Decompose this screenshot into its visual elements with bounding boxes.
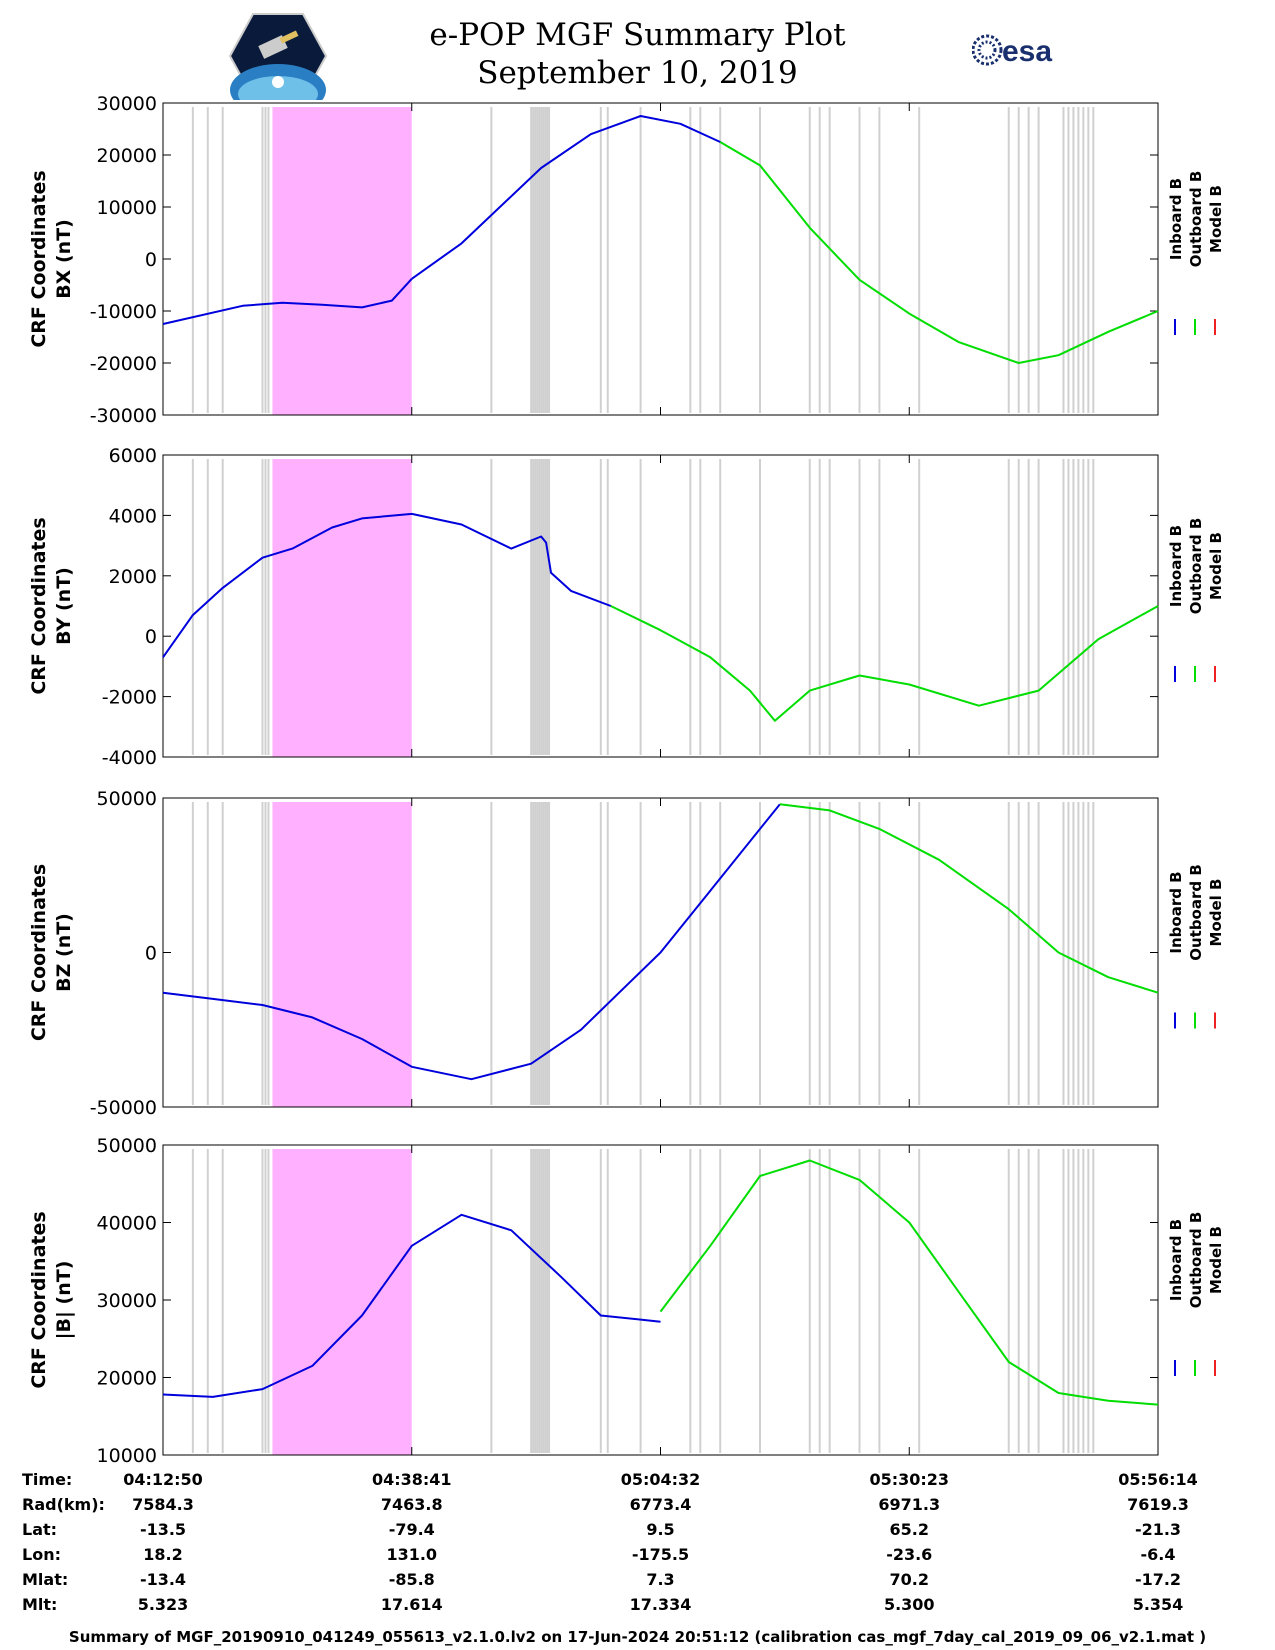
y-tick-label: 10000 (97, 197, 157, 219)
legend-label: Model B (1207, 879, 1225, 947)
y-axis-label: CRF Coordinates (28, 864, 50, 1041)
ephemeris-value: -175.5 (631, 1545, 690, 1564)
y-tick-label: -50000 (90, 1097, 157, 1119)
ephemeris-value: 7.3 (646, 1570, 675, 1589)
y-tick-label: 50000 (97, 1135, 157, 1157)
y-tick-label: -20000 (90, 353, 157, 375)
legend-label: Outboard B (1187, 518, 1205, 615)
legend-label: Inboard B (1167, 1219, 1185, 1301)
ephemeris-row-label: Lon: (22, 1545, 61, 1564)
ephemeris-value: -17.2 (1134, 1570, 1182, 1589)
page-subtitle: September 10, 2019 (477, 55, 798, 91)
ephemeris-row-label: Lat: (22, 1520, 58, 1539)
highlight-region (272, 802, 412, 1107)
ephemeris-value: -21.3 (1134, 1520, 1182, 1539)
ephemeris-value: 04:12:50 (123, 1470, 203, 1489)
y-axis-label: CRF Coordinates (28, 170, 50, 347)
legend-label: Inboard B (1167, 871, 1185, 953)
legend-label: Model B (1207, 1226, 1225, 1294)
series-line (610, 605, 1159, 722)
ephemeris-value: -6.4 (1140, 1545, 1176, 1564)
ephemeris-value: 7619.3 (1127, 1495, 1189, 1514)
y-tick-label: 2000 (109, 566, 157, 588)
ephemeris-value: 18.2 (143, 1545, 183, 1564)
y-tick-label: 0 (145, 249, 157, 271)
y-axis-label: BZ (nT) (53, 913, 75, 992)
series-line (162, 278, 413, 325)
ephemeris-row-label: Mlt: (22, 1595, 58, 1614)
ephemeris-value: 05:30:23 (869, 1470, 950, 1489)
ephemeris-value: 131.0 (386, 1545, 438, 1564)
ephemeris-value: -13.4 (139, 1570, 187, 1589)
series-line (162, 512, 612, 658)
ephemeris-value: -23.6 (886, 1545, 933, 1564)
ephemeris-value: 6971.3 (878, 1495, 941, 1514)
ephemeris-value: 6773.4 (629, 1495, 692, 1514)
ephemeris-value: 70.2 (889, 1570, 929, 1589)
y-tick-label: 30000 (97, 1290, 157, 1312)
ephemeris-row-label: Time: (22, 1470, 73, 1489)
y-tick-label: 0 (145, 943, 157, 965)
ephemeris-value: 05:56:14 (1118, 1470, 1198, 1489)
ephemeris-value: 05:04:32 (620, 1470, 701, 1489)
y-tick-label: 30000 (97, 93, 157, 115)
series-line (162, 1213, 661, 1398)
y-tick-label: 50000 (97, 788, 157, 810)
y-axis-label: CRF Coordinates (28, 517, 50, 694)
series-line (411, 115, 721, 280)
y-tick-label: 20000 (97, 1368, 157, 1390)
y-tick-label: 0 (145, 626, 157, 648)
ephemeris-value: 5.354 (1132, 1595, 1184, 1614)
y-axis-label: |B| (nT) (53, 1261, 75, 1340)
y-tick-label: 20000 (97, 145, 157, 167)
ephemeris-value: 5.300 (883, 1595, 935, 1614)
y-tick-label: -30000 (90, 405, 157, 427)
legend-label: Inboard B (1167, 178, 1185, 260)
series-line (779, 803, 1159, 994)
y-axis-label: BX (nT) (53, 219, 75, 299)
ephemeris-row-label: Mlat: (22, 1570, 69, 1589)
y-tick-label: 4000 (109, 505, 157, 527)
highlight-region (272, 1149, 412, 1455)
highlight-region (272, 107, 412, 415)
series-line (162, 803, 781, 1081)
legend-label: Inboard B (1167, 525, 1185, 607)
ephemeris-value: 9.5 (646, 1520, 675, 1539)
highlight-region (272, 459, 412, 757)
cassiope-logo (228, 13, 328, 100)
series-line (659, 1159, 1159, 1406)
legend-label: Outboard B (1187, 864, 1205, 961)
page-title: e-POP MGF Summary Plot (429, 17, 846, 53)
ephemeris-value: 7584.3 (132, 1495, 194, 1514)
ephemeris-value: 65.2 (889, 1520, 929, 1539)
y-tick-label: -4000 (102, 747, 157, 769)
y-axis-label: BY (nT) (53, 567, 75, 645)
legend-label: Outboard B (1187, 171, 1205, 268)
y-tick-label: -2000 (102, 687, 157, 709)
y-tick-label: -10000 (90, 301, 157, 323)
y-tick-label: 6000 (109, 445, 157, 467)
footer-caption: Summary of MGF_20190910_041249_055613_v2… (68, 1628, 1207, 1646)
legend-label: Model B (1207, 532, 1225, 600)
ephemeris-value: -13.5 (139, 1520, 187, 1539)
ephemeris-value: -85.8 (388, 1570, 435, 1589)
ephemeris-value: 17.334 (629, 1595, 692, 1614)
ephemeris-value: 04:38:41 (371, 1470, 452, 1489)
y-tick-label: 40000 (97, 1213, 157, 1235)
legend-label: Model B (1207, 185, 1225, 253)
ephemeris-value: 17.614 (380, 1595, 443, 1614)
ephemeris-value: -79.4 (388, 1520, 435, 1539)
ephemeris-row-label: Rad(km): (22, 1495, 105, 1514)
ephemeris-value: 5.323 (137, 1595, 189, 1614)
ephemeris-value: 7463.8 (380, 1495, 443, 1514)
esa-logo-text: esa (1002, 35, 1052, 68)
esa-logo: esa (972, 34, 1052, 68)
legend-label: Outboard B (1187, 1212, 1205, 1309)
y-axis-label: CRF Coordinates (28, 1211, 50, 1388)
y-tick-label: 10000 (97, 1445, 157, 1467)
series-line (719, 141, 1159, 364)
